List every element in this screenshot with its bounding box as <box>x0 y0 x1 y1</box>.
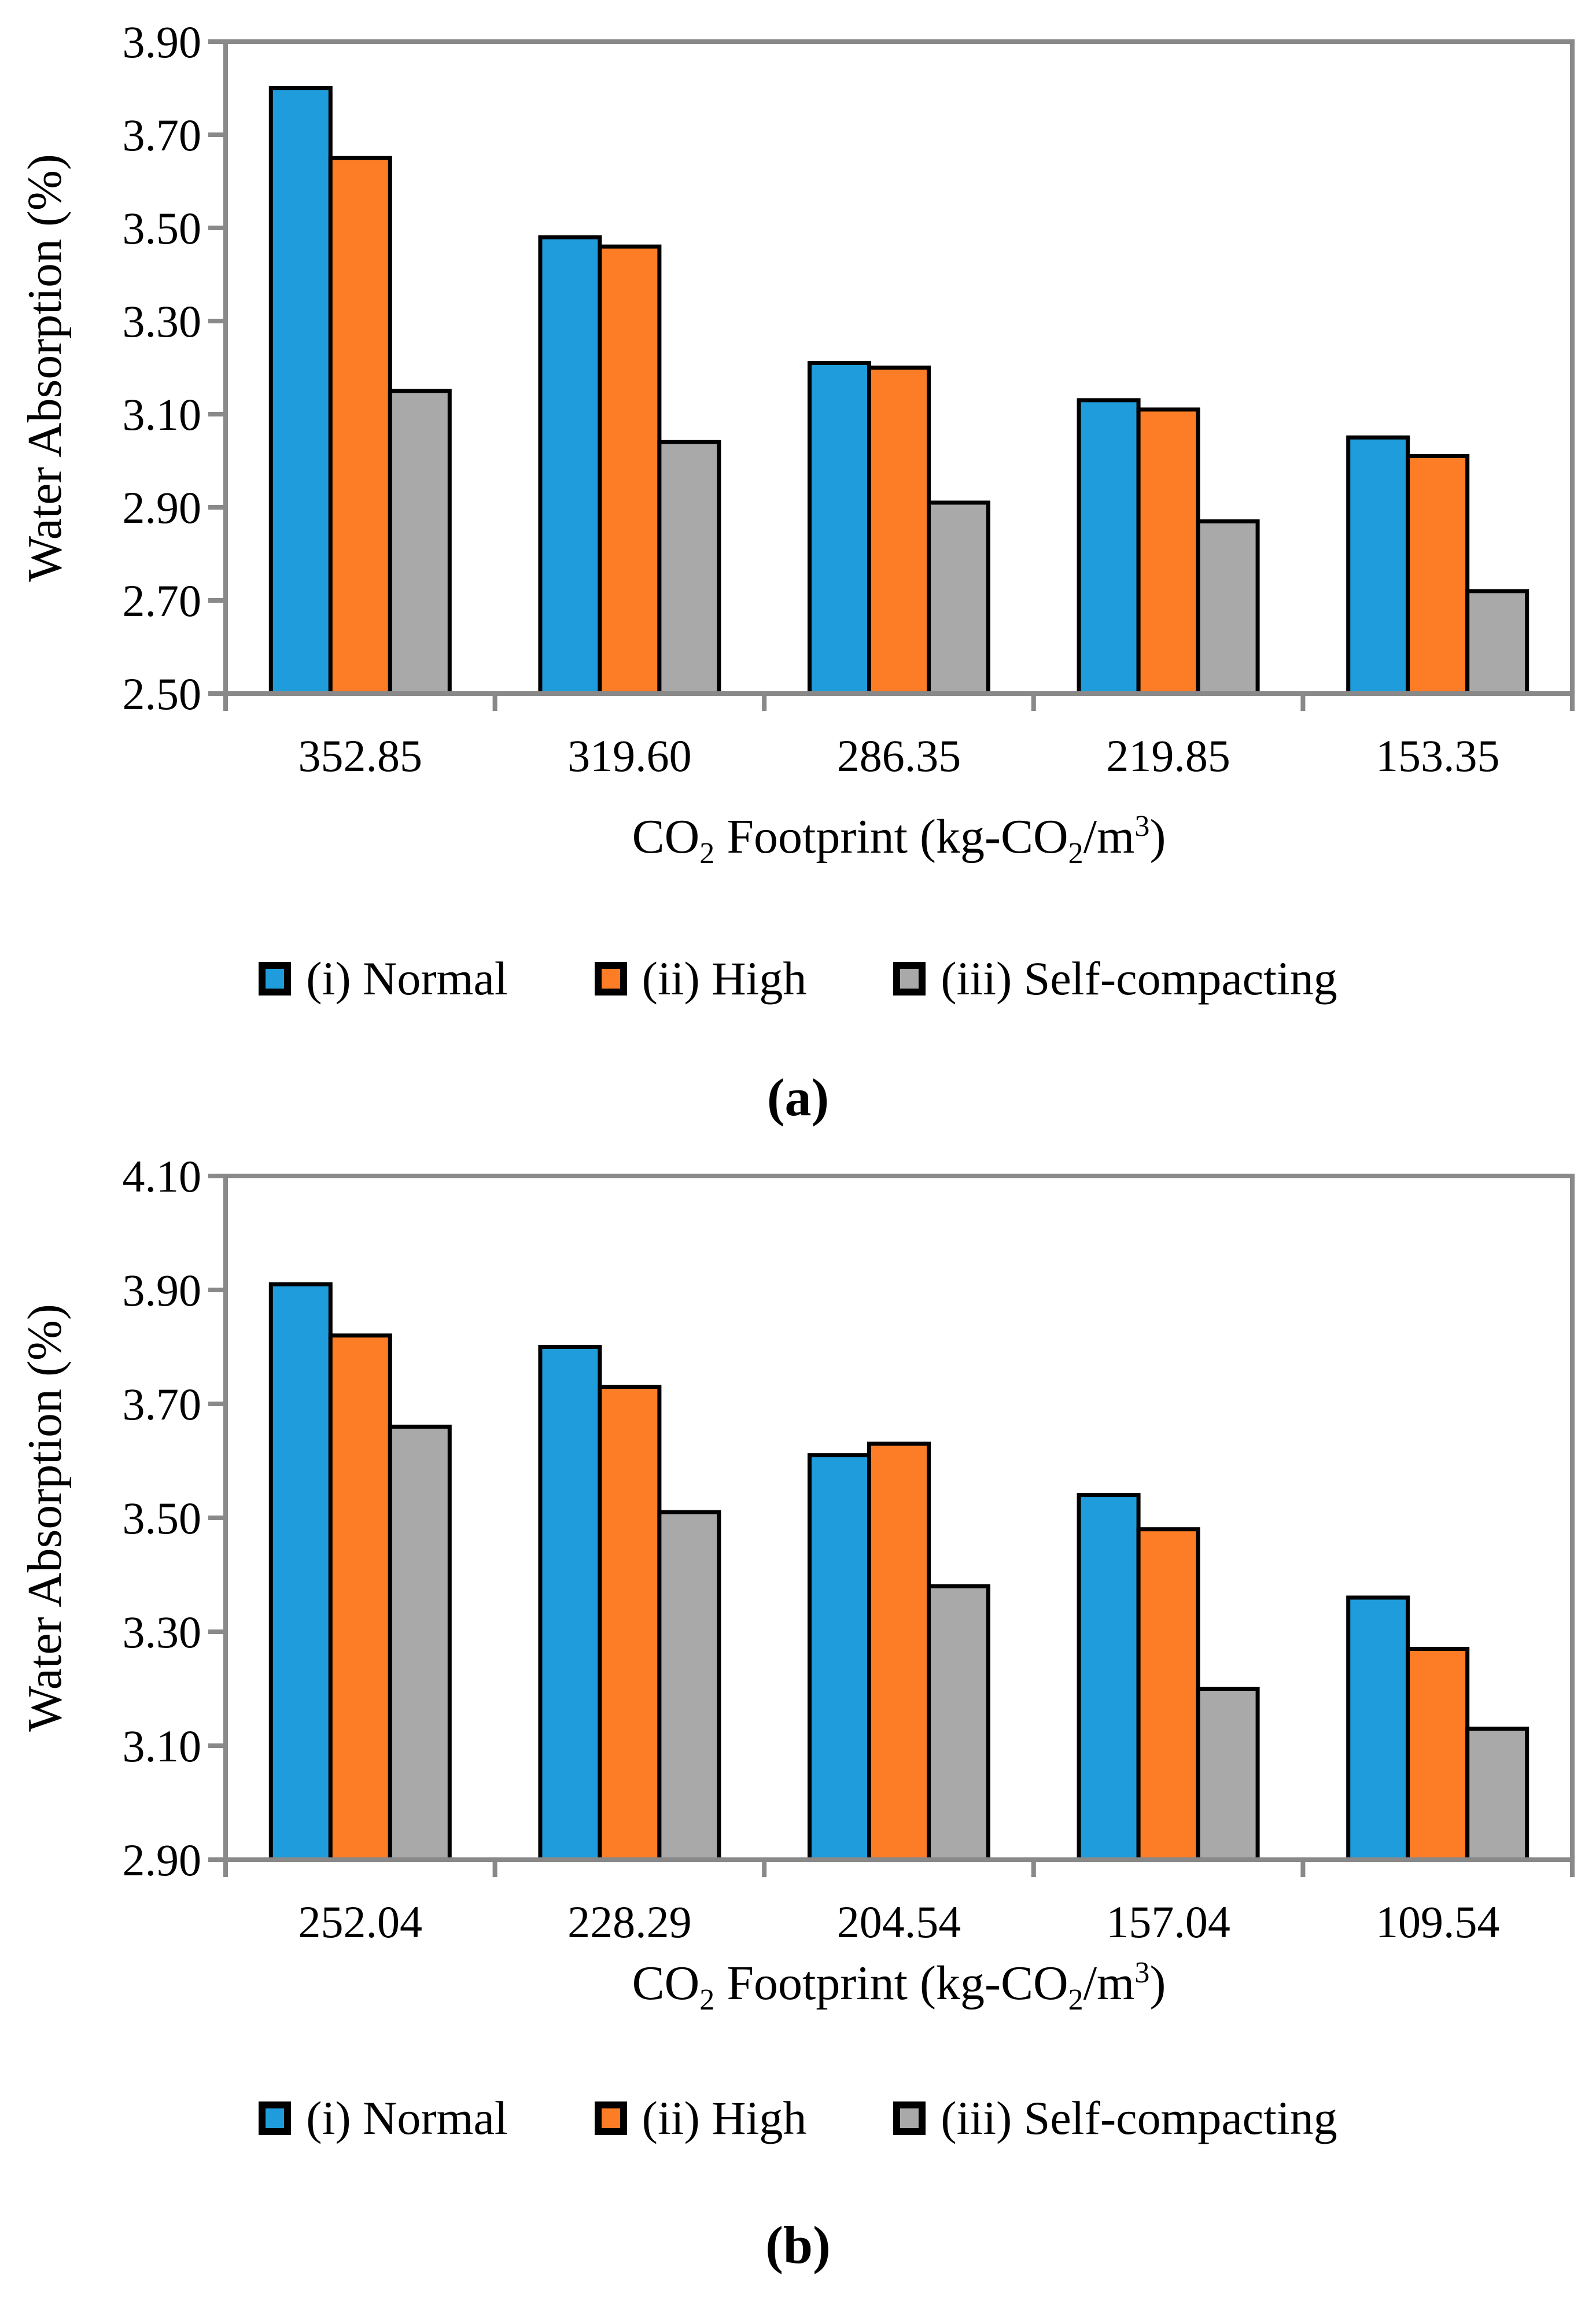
bar-normal <box>268 86 333 696</box>
x-axis-title-text: ) <box>1149 810 1166 864</box>
bar-high <box>867 1441 931 1862</box>
legend-swatch-self-compacting-icon <box>893 962 926 996</box>
bar-self_compacting <box>1465 589 1529 696</box>
bar-normal <box>538 1345 602 1862</box>
y-axis-title-b: Water Absorption (%) <box>18 1304 72 1732</box>
x-axis-title-text: /m <box>1083 810 1135 864</box>
bar-normal <box>1346 435 1410 696</box>
bar-self_compacting <box>1465 1726 1529 1862</box>
x-axis-title-text: ) <box>1149 1956 1166 2010</box>
y-tick-label: 3.70 <box>123 110 202 160</box>
x-category-label: 109.54 <box>1376 1897 1500 1947</box>
panel-caption-b: (b) <box>765 2215 831 2274</box>
x-axis-title-text: CO <box>632 810 700 864</box>
bar-self_compacting <box>657 1510 721 1862</box>
bar-high <box>1406 1647 1470 1862</box>
legend-label-normal: (i) Normal <box>306 2092 508 2144</box>
y-tick-label: 3.30 <box>123 1607 202 1657</box>
legend-b: (i) Normal (ii) High (iii) Self-compacti… <box>0 2078 1596 2159</box>
legend-swatch-normal-icon <box>259 962 292 996</box>
subscript-2: 2 <box>699 1983 715 2016</box>
legend-item-normal: (i) Normal <box>259 952 508 1006</box>
y-tick-label: 3.70 <box>123 1379 202 1429</box>
x-axis-title-text: Footprint (kg-CO <box>714 1956 1068 2010</box>
x-category-label: 153.35 <box>1376 731 1500 781</box>
bar-high <box>328 1333 392 1862</box>
y-tick-label: 3.90 <box>123 1265 202 1315</box>
y-tick-label: 3.10 <box>123 1721 202 1771</box>
bar-self_compacting <box>1196 519 1260 696</box>
x-axis-title-text: CO <box>632 1956 700 2010</box>
bar-normal <box>1077 1493 1141 1862</box>
y-axis-title-a: Water Absorption (%) <box>18 154 72 582</box>
legend-item-high: (ii) High <box>594 952 807 1006</box>
bar-normal <box>1077 398 1141 696</box>
bar-high <box>598 1384 662 1862</box>
x-category-label: 319.60 <box>567 731 692 781</box>
bar-normal <box>268 1282 333 1862</box>
y-tick-label: 2.70 <box>123 576 202 626</box>
superscript-3: 3 <box>1134 1956 1150 1989</box>
y-tick-label: 2.90 <box>123 482 202 533</box>
superscript-3: 3 <box>1134 810 1150 843</box>
y-tick-label: 3.50 <box>123 1493 202 1543</box>
x-category-label: 352.85 <box>298 731 423 781</box>
bar-high <box>867 366 931 696</box>
x-category-label: 286.35 <box>837 731 961 781</box>
bar-normal <box>808 360 871 696</box>
legend-swatch-high-icon <box>594 2101 627 2135</box>
bar-self_compacting <box>657 440 721 696</box>
legend-a: (i) Normal (ii) High (iii) Self-compacti… <box>0 938 1596 1019</box>
bar-high <box>328 156 392 696</box>
bar-normal <box>538 235 602 696</box>
y-tick-label: 3.10 <box>123 389 202 440</box>
bar-self_compacting <box>927 1584 990 1862</box>
bar-normal <box>1346 1595 1410 1862</box>
y-tick-label: 2.50 <box>123 669 202 719</box>
legend-swatch-normal-icon <box>259 2101 292 2135</box>
legend-swatch-self-compacting-icon <box>893 2101 926 2135</box>
x-axis-title-text: Footprint (kg-CO <box>714 810 1068 864</box>
plot-border <box>223 39 1575 696</box>
bar-self_compacting <box>927 500 990 696</box>
bar-self_compacting <box>388 1424 452 1862</box>
x-axis-title-b: CO2 Footprint (kg-CO2/m3) <box>226 1955 1572 2015</box>
legend-label-high: (ii) High <box>642 2092 807 2144</box>
legend-swatch-high-icon <box>594 962 627 996</box>
x-category-label: 204.54 <box>837 1897 961 1947</box>
legend-item-high: (ii) High <box>594 2091 807 2145</box>
legend-item-self-compacting: (iii) Self-compacting <box>893 952 1337 1006</box>
legend-label-self-compacting: (iii) Self-compacting <box>941 952 1337 1005</box>
plot-border <box>223 1174 1575 1862</box>
y-tick-label: 3.50 <box>123 203 202 253</box>
bar-high <box>1406 453 1470 696</box>
x-category-label: 228.29 <box>567 1897 692 1947</box>
legend-label-high: (ii) High <box>642 952 807 1005</box>
x-axis-title-a: CO2 Footprint (kg-CO2/m3) <box>226 809 1572 868</box>
subscript-2: 2 <box>1068 836 1083 870</box>
y-tick-label: 4.10 <box>123 1151 202 1201</box>
x-category-label: 157.04 <box>1106 1897 1230 1947</box>
x-category-label: 219.85 <box>1106 731 1230 781</box>
panel-caption-a: (a) <box>766 1068 830 1127</box>
subscript-2: 2 <box>1068 1983 1083 2016</box>
legend-item-normal: (i) Normal <box>259 2091 508 2145</box>
bar-normal <box>808 1453 871 1862</box>
subscript-2: 2 <box>699 836 715 870</box>
x-axis-title-text: /m <box>1083 1956 1135 2010</box>
y-tick-label: 3.30 <box>123 296 202 346</box>
legend-item-self-compacting: (iii) Self-compacting <box>893 2091 1337 2145</box>
bar-high <box>1136 1527 1200 1862</box>
y-tick-label: 3.90 <box>123 17 202 67</box>
legend-label-self-compacting: (iii) Self-compacting <box>941 2092 1337 2144</box>
bar-high <box>598 244 662 696</box>
bar-high <box>1136 407 1200 696</box>
x-category-label: 252.04 <box>298 1897 423 1947</box>
legend-label-normal: (i) Normal <box>306 952 508 1005</box>
y-tick-label: 2.90 <box>123 1835 202 1885</box>
bar-self_compacting <box>388 389 452 696</box>
bar-self_compacting <box>1196 1687 1260 1862</box>
